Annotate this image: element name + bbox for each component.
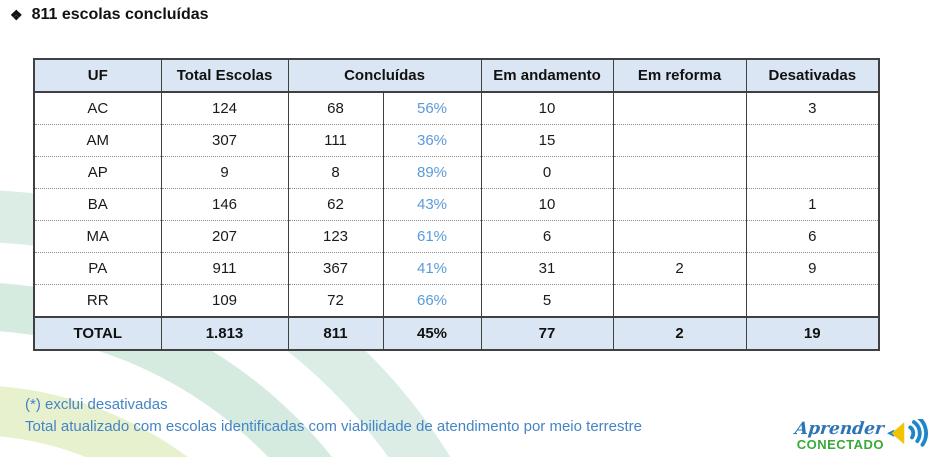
- diamond-bullet-icon: ❖: [10, 6, 23, 23]
- page-title-row: ❖ 811 escolas concluídas: [10, 6, 209, 24]
- header-em-reforma: Em reforma: [612, 59, 747, 93]
- table-row: PA 911 367 41% 31 2 9: [33, 252, 880, 285]
- cell-reforma: 2: [612, 252, 747, 285]
- cell-andamento: 10: [480, 92, 614, 125]
- cell-uf: AP: [33, 156, 161, 189]
- table-body: AC 124 68 56% 10 3 AM 307 111 36% 15 AP 9 8 89% 0 BA 146 6…: [33, 92, 880, 317]
- cell-andamento: 10: [480, 188, 614, 221]
- cell-pct: 43%: [382, 188, 482, 221]
- table-row: AM 307 111 36% 15: [33, 124, 880, 157]
- cell-uf: PA: [33, 252, 161, 285]
- schools-table: UF Total Escolas Concluídas Em andamento…: [33, 58, 881, 351]
- cell-total: 207: [160, 220, 288, 253]
- cell-reforma: [612, 124, 747, 157]
- cell-desativadas: 1: [745, 188, 880, 221]
- cell-andamento: 15: [480, 124, 614, 157]
- header-uf: UF: [33, 59, 161, 93]
- table-header: UF Total Escolas Concluídas Em andamento…: [33, 59, 880, 93]
- cell-desativadas: [745, 284, 880, 317]
- total-row: TOTAL 1.813 811 45% 77 2 19: [33, 316, 880, 350]
- cell-uf: RR: [33, 284, 161, 317]
- footnotes: (*) exclui desativadas Total atualizado …: [25, 394, 642, 438]
- table-row: RR 109 72 66% 5: [33, 284, 880, 317]
- cell-uf: AC: [33, 92, 161, 125]
- total-escolas: 1.813: [160, 316, 288, 350]
- cell-total: 124: [160, 92, 288, 125]
- cell-reforma: [612, 188, 747, 221]
- cell-concluidas: 8: [287, 156, 383, 189]
- cell-reforma: [612, 92, 747, 125]
- logo-aprender-text: Aprender: [794, 419, 886, 439]
- cell-reforma: [612, 156, 747, 189]
- header-desativadas: Desativadas: [745, 59, 880, 93]
- cell-concluidas: 62: [287, 188, 383, 221]
- total-desativadas: 19: [745, 316, 880, 350]
- cell-total: 911: [160, 252, 288, 285]
- cell-total: 307: [160, 124, 288, 157]
- table-footer: TOTAL 1.813 811 45% 77 2 19: [33, 316, 880, 350]
- header-concluidas: Concluídas: [287, 59, 482, 93]
- cell-uf: MA: [33, 220, 161, 253]
- cell-pct: 66%: [382, 284, 482, 317]
- cell-concluidas: 72: [287, 284, 383, 317]
- cell-uf: AM: [33, 124, 161, 157]
- cell-concluidas: 68: [287, 92, 383, 125]
- header-total-escolas: Total Escolas: [160, 59, 288, 93]
- wifi-signal-icon: [886, 419, 928, 447]
- cell-concluidas: 367: [287, 252, 383, 285]
- table-row: BA 146 62 43% 10 1: [33, 188, 880, 221]
- cell-pct: 36%: [382, 124, 482, 157]
- total-reforma: 2: [612, 316, 747, 350]
- cell-pct: 56%: [382, 92, 482, 125]
- cell-concluidas: 123: [287, 220, 383, 253]
- cell-pct: 41%: [382, 252, 482, 285]
- cell-desativadas: 9: [745, 252, 880, 285]
- aprender-conectado-logo: Aprender CONECTADO: [794, 419, 928, 453]
- total-concluidas: 811: [287, 316, 383, 350]
- total-andamento: 77: [480, 316, 614, 350]
- cell-desativadas: [745, 156, 880, 189]
- cell-andamento: 0: [480, 156, 614, 189]
- cell-reforma: [612, 284, 747, 317]
- cell-concluidas: 111: [287, 124, 383, 157]
- cell-andamento: 5: [480, 284, 614, 317]
- total-uf: TOTAL: [33, 316, 161, 350]
- cell-desativadas: 6: [745, 220, 880, 253]
- cell-andamento: 6: [480, 220, 614, 253]
- page-title: 811 escolas concluídas: [31, 6, 209, 23]
- cell-total: 146: [160, 188, 288, 221]
- table-row: AC 124 68 56% 10 3: [33, 92, 880, 125]
- cell-desativadas: [745, 124, 880, 157]
- cell-pct: 61%: [382, 220, 482, 253]
- footnote-total-atualizado: Total atualizado com escolas identificad…: [25, 418, 642, 435]
- header-row: UF Total Escolas Concluídas Em andamento…: [33, 59, 880, 93]
- table-row: AP 9 8 89% 0: [33, 156, 880, 189]
- cell-desativadas: 3: [745, 92, 880, 125]
- total-percent: 45%: [382, 316, 482, 350]
- table-row: MA 207 123 61% 6 6: [33, 220, 880, 253]
- logo-conectado-text: CONECTADO: [796, 437, 884, 452]
- cell-uf: BA: [33, 188, 161, 221]
- header-em-andamento: Em andamento: [480, 59, 614, 93]
- cell-total: 109: [160, 284, 288, 317]
- cell-reforma: [612, 220, 747, 253]
- footnote-exclui: (*) exclui desativadas: [25, 396, 168, 413]
- cell-andamento: 31: [480, 252, 614, 285]
- cell-pct: 89%: [382, 156, 482, 189]
- cell-total: 9: [160, 156, 288, 189]
